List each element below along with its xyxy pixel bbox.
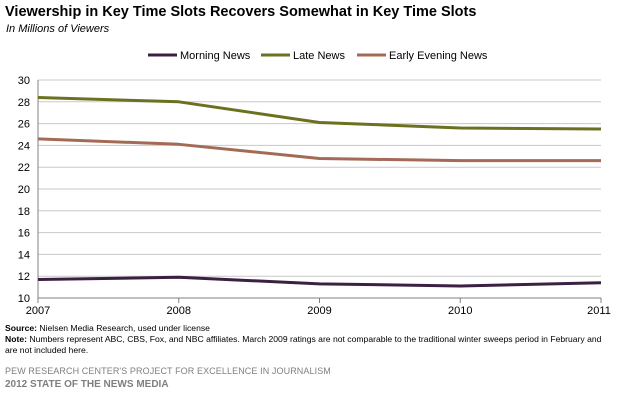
data-point-morning-news-2011 (600, 281, 603, 284)
y-tick-label-22: 22 (18, 162, 30, 174)
y-tick-label-18: 18 (18, 206, 30, 218)
data-point-morning-news-2009 (318, 282, 321, 285)
chart-notes: Source: Nielsen Media Research, used und… (5, 323, 610, 356)
line-chart: Morning News Late News Early Evening News … (18, 50, 611, 317)
axes (37, 80, 602, 303)
chart-subtitle: In Millions of Viewers (6, 23, 110, 35)
data-point-late-news-2010 (459, 126, 462, 129)
source-text: Nielsen Media Research, used under licen… (37, 323, 210, 333)
data-point-late-news-2009 (318, 121, 321, 124)
legend-label-late-news: Late News (293, 50, 345, 62)
report-name: 2012 STATE OF THE NEWS MEDIA (5, 379, 169, 390)
chart-title: Viewership in Key Time Slots Recovers So… (5, 4, 477, 20)
grid-lines (38, 79, 601, 277)
legend-label-early-evening-news: Early Evening News (389, 50, 488, 62)
data-point-late-news-2008 (177, 100, 180, 103)
series-line-morning-news (37, 275, 602, 288)
data-point-late-news-2011 (600, 128, 603, 131)
data-point-morning-news-2008 (177, 276, 180, 279)
source-line: Source: Nielsen Media Research, used und… (5, 323, 610, 334)
data-point-early-evening-news-2007 (37, 137, 40, 140)
data-point-late-news-2007 (37, 96, 40, 99)
x-tick-label-2007: 2007 (26, 305, 50, 317)
source-label: Source: (5, 323, 37, 333)
y-tick-label-28: 28 (18, 97, 30, 109)
note-label: Note: (5, 334, 27, 344)
x-tick-label-2008: 2008 (167, 305, 191, 317)
note-text: Numbers represent ABC, CBS, Fox, and NBC… (5, 334, 602, 355)
data-point-early-evening-news-2009 (318, 157, 321, 160)
data-point-morning-news-2007 (37, 278, 40, 281)
data-point-early-evening-news-2011 (600, 159, 603, 162)
y-tick-label-16: 16 (18, 228, 30, 240)
y-tick-label-20: 20 (18, 184, 30, 196)
note-line: Note: Numbers represent ABC, CBS, Fox, a… (5, 334, 610, 356)
data-point-early-evening-news-2008 (177, 143, 180, 146)
series-line-early-evening-news (37, 137, 601, 163)
series-line-late-news (37, 95, 602, 131)
y-tick-label-30: 30 (18, 75, 30, 87)
x-tick-label-2011: 2011 (587, 305, 611, 317)
legend: Morning News Late News Early Evening News (148, 50, 488, 62)
y-tick-label-12: 12 (18, 271, 30, 283)
y-tick-label-14: 14 (18, 249, 30, 261)
data-point-morning-news-2010 (459, 285, 462, 288)
data-point-early-evening-news-2010 (459, 159, 462, 162)
legend-label-morning-news: Morning News (180, 50, 251, 62)
y-tick-label-24: 24 (18, 140, 30, 152)
tick-labels: 10 12 14 16 18 20 22 24 26 28 30 2007 2008 2009 2010 20… (18, 75, 611, 317)
series-lines (37, 95, 603, 288)
y-tick-label-10: 10 (18, 293, 30, 305)
x-tick-label-2009: 2009 (307, 305, 331, 317)
y-tick-label-26: 26 (18, 119, 30, 131)
organization-name: PEW RESEARCH CENTER'S PROJECT FOR EXCELL… (5, 366, 331, 376)
x-tick-label-2010: 2010 (448, 305, 472, 317)
